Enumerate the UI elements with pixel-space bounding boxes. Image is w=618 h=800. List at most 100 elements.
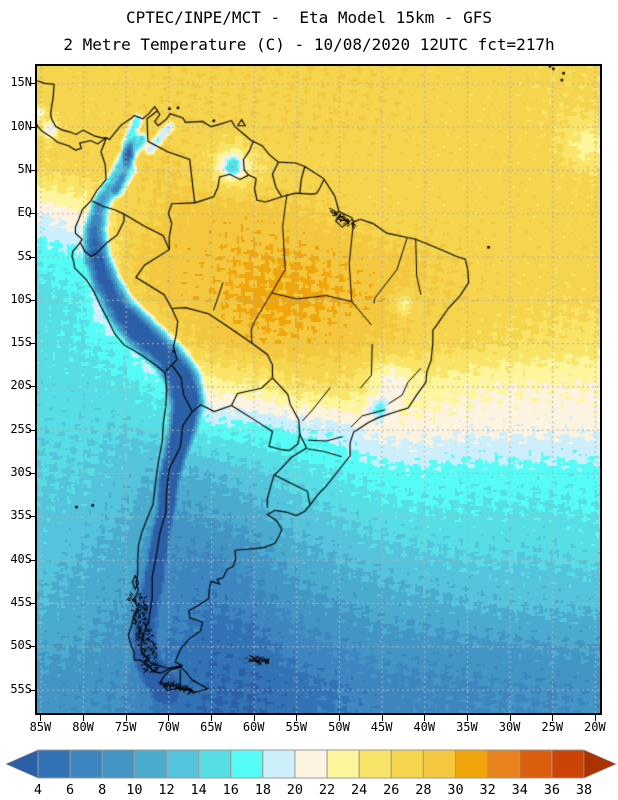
- temperature-map-canvas: [35, 64, 602, 715]
- colorbar-segment: [358, 749, 392, 779]
- lat-axis-tick: [29, 429, 35, 431]
- colorbar-segment: [390, 749, 424, 779]
- lon-tick-label: 60W: [242, 720, 265, 734]
- lon-tick-label: 40W: [413, 720, 436, 734]
- lat-axis-tick: [29, 646, 35, 648]
- colorbar-tick-label: 8: [98, 782, 106, 798]
- lon-axis-tick: [253, 715, 255, 721]
- colorbar-tick-label: 30: [447, 782, 463, 798]
- lon-tick-label: 85W: [29, 720, 52, 734]
- lat-tick-label: 35S: [10, 508, 32, 523]
- colorbar-segment: [133, 749, 167, 779]
- lon-tick-label: 45W: [370, 720, 393, 734]
- colorbar-segment: [101, 749, 135, 779]
- lat-axis-tick: [29, 256, 35, 258]
- colorbar-tick-label: 10: [126, 782, 142, 798]
- colorbar-tick-label: 4: [34, 782, 42, 798]
- colorbar-segment: [326, 749, 360, 779]
- colorbar-tick-label: 12: [158, 782, 174, 798]
- colorbar-tick-label: 32: [480, 782, 496, 798]
- colorbar-tick-label: 26: [383, 782, 399, 798]
- colorbar-segment: [551, 749, 585, 779]
- colorbar-segment: [198, 749, 232, 779]
- colorbar-segment: [519, 749, 553, 779]
- lat-tick-label: 25S: [10, 421, 32, 436]
- lon-axis-tick: [466, 715, 468, 721]
- lat-tick-label: 15S: [10, 335, 32, 350]
- lat-axis-tick: [29, 343, 35, 345]
- lat-tick-label: 15N: [10, 75, 32, 90]
- colorbar-tick-label: 36: [544, 782, 560, 798]
- lat-axis-tick: [29, 473, 35, 475]
- lat-tick-label: 30S: [10, 465, 32, 480]
- lon-tick-label: 70W: [157, 720, 180, 734]
- lon-tick-label: 30W: [498, 720, 521, 734]
- lon-axis-tick: [83, 715, 85, 721]
- map-subtitle: 2 Metre Temperature (C) - 10/08/2020 12U…: [63, 35, 555, 54]
- lat-tick-label: 10S: [10, 291, 32, 306]
- lon-axis-tick: [424, 715, 426, 721]
- lon-axis-tick: [338, 715, 340, 721]
- colorbar-segment: [37, 749, 71, 779]
- lon-axis-tick: [381, 715, 383, 721]
- lat-axis-tick: [29, 169, 35, 171]
- colorbar-segment: [422, 749, 457, 779]
- lon-axis-tick: [125, 715, 127, 721]
- lat-tick-label: 5N: [17, 161, 32, 176]
- lon-axis-tick: [509, 715, 511, 721]
- lat-tick-label: 5S: [17, 248, 32, 263]
- colorbar-tick-label: 22: [319, 782, 335, 798]
- colorbar-segment: [230, 749, 264, 779]
- lat-axis-tick: [29, 386, 35, 388]
- lon-axis-tick: [211, 715, 213, 721]
- lat-tick-label: EQ: [17, 205, 32, 220]
- lon-tick-label: 50W: [328, 720, 350, 734]
- lat-tick-label: 45S: [10, 595, 32, 609]
- lat-axis-tick: [29, 689, 35, 691]
- lon-axis-tick: [296, 715, 298, 721]
- colorbar-segment: [69, 749, 103, 779]
- lon-tick-label: 75W: [114, 720, 137, 734]
- lon-axis-tick: [594, 715, 596, 721]
- colorbar-segment: [165, 749, 200, 779]
- lat-axis-tick: [29, 559, 35, 561]
- lon-tick-label: 55W: [285, 720, 308, 734]
- colorbar-segment: [294, 749, 328, 779]
- map-title: CPTEC/INPE/MCT - Eta Model 15km - GFS: [125, 8, 493, 27]
- colorbar-tick-label: 14: [190, 782, 206, 798]
- lat-tick-label: 10N: [10, 118, 32, 133]
- lon-axis-tick: [552, 715, 554, 721]
- colorbar-tick-label: 18: [255, 782, 271, 798]
- lat-tick-label: 40S: [10, 551, 32, 566]
- lat-tick-label: 20S: [10, 378, 32, 393]
- colorbar-tick-label: 28: [415, 782, 431, 798]
- colorbar-segment: [262, 749, 296, 779]
- lat-axis-tick: [29, 126, 35, 128]
- lon-tick-label: 25W: [541, 720, 564, 734]
- colorbar-tick-label: 6: [66, 782, 74, 798]
- colorbar-tick-label: 20: [287, 782, 303, 798]
- colorbar-segment: [487, 749, 521, 779]
- lat-tick-label: 55S: [10, 681, 32, 696]
- colorbar-tick-label: 24: [351, 782, 367, 798]
- lon-tick-label: 80W: [72, 720, 94, 734]
- colorbar-segment: [455, 749, 489, 779]
- lat-axis-tick: [29, 213, 35, 215]
- lat-axis-tick: [29, 299, 35, 301]
- lat-tick-label: 50S: [10, 638, 32, 653]
- colorbar-tick-label: 16: [223, 782, 239, 798]
- lat-axis-tick: [29, 603, 35, 604]
- colorbar-tick-label: 34: [512, 782, 528, 798]
- colorbar-arrow-right: [583, 749, 617, 779]
- colorbar: 4 6 8 10 12 14 16 18 20 22 24 26 28 30 32 34 36 38: [5, 749, 617, 798]
- lon-tick-label: 35W: [456, 720, 478, 734]
- lon-tick-label: 65W: [200, 720, 222, 734]
- lon-axis-tick: [168, 715, 170, 721]
- lon-axis-tick: [40, 715, 42, 721]
- lat-axis-tick: [29, 83, 35, 85]
- lat-axis-tick: [29, 516, 35, 518]
- colorbar-arrow-left: [5, 749, 39, 779]
- colorbar-tick-label: 38: [576, 782, 592, 798]
- lon-tick-label: 20W: [584, 720, 606, 734]
